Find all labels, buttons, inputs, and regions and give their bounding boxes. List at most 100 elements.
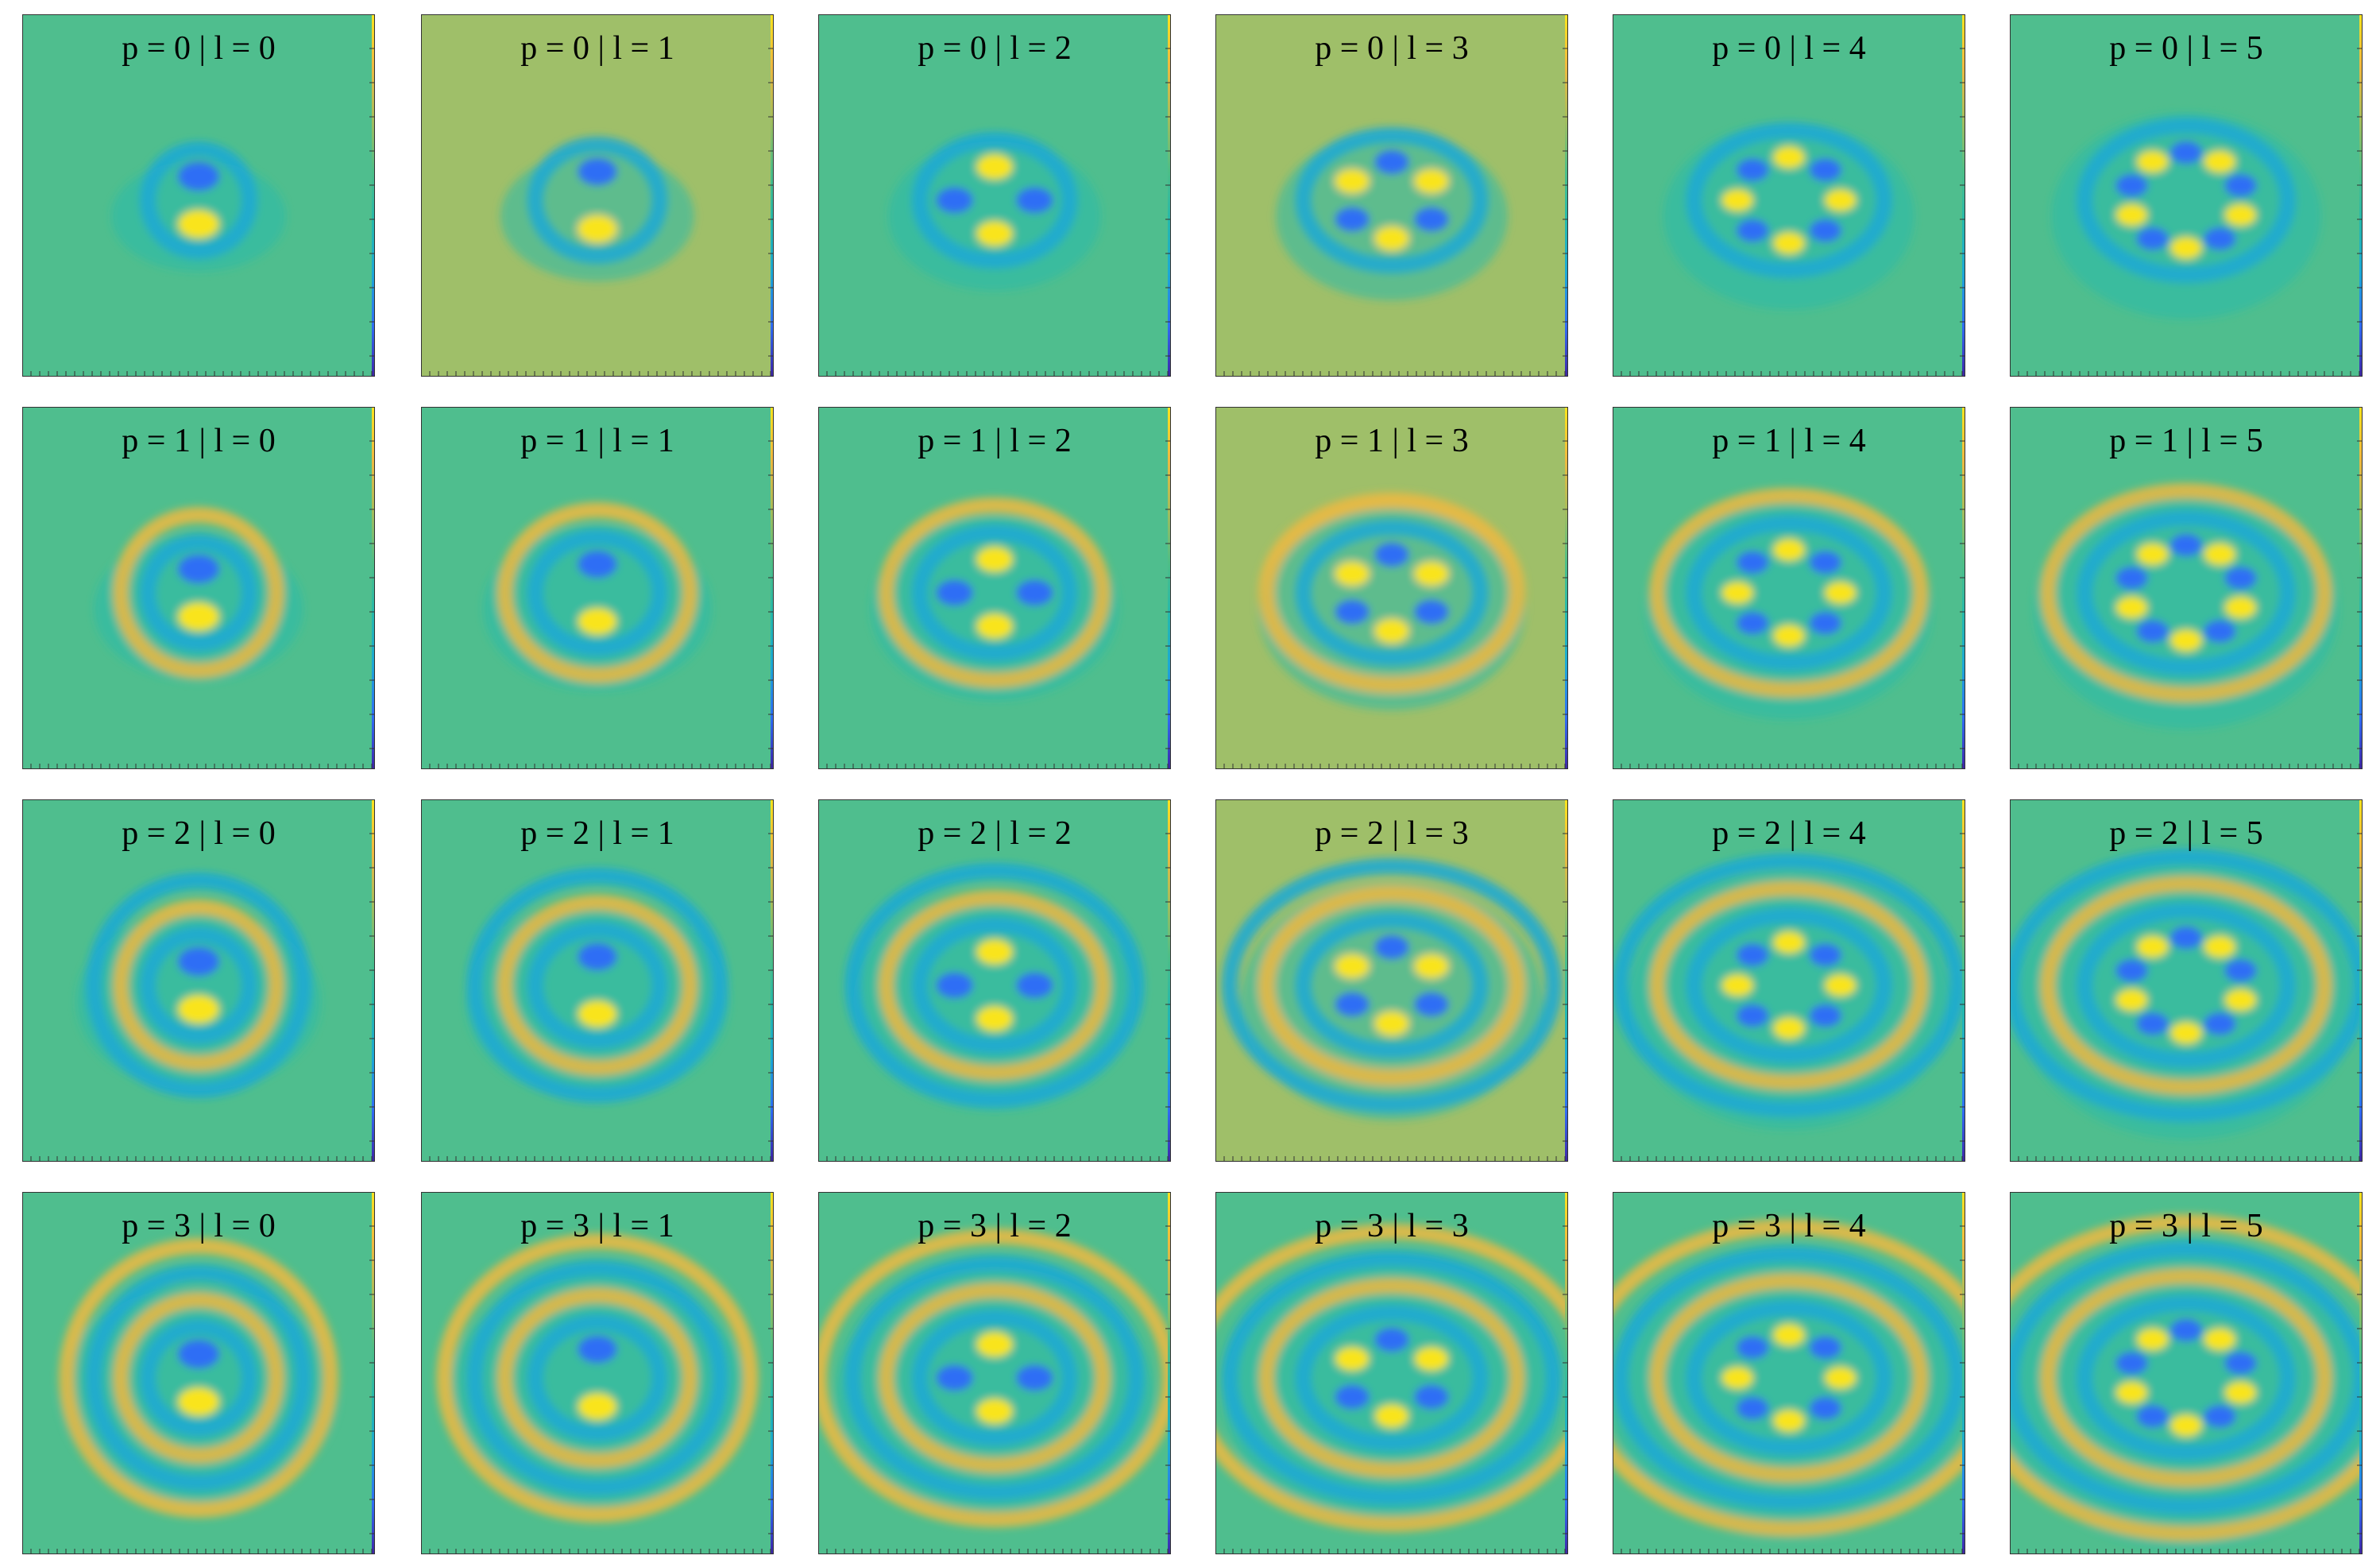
ring [2039, 876, 2333, 1095]
lobe [2136, 227, 2169, 250]
tick-marks [22, 14, 375, 377]
axes-frame [421, 1192, 774, 1554]
mode-blobs [436, 1233, 759, 1523]
colorbar-sliver [771, 799, 774, 1162]
ring [2039, 483, 2333, 702]
lobe [976, 1332, 1013, 1357]
axes-frame [2010, 14, 2363, 377]
mode-heatmap [22, 1192, 375, 1554]
lobe [2204, 227, 2236, 250]
lobe [2170, 629, 2202, 652]
colorbar-sliver [1168, 799, 1171, 1162]
mode-heatmap [1215, 407, 1568, 769]
mode-blobs [1222, 858, 1562, 1120]
lobe [2170, 534, 2202, 556]
ring [113, 507, 284, 679]
ring [911, 524, 1078, 661]
lobe [1414, 169, 1449, 193]
colorbar-sliver [771, 1192, 774, 1554]
mode-heatmap [421, 1192, 774, 1554]
colorbar-sliver [372, 14, 375, 377]
axes-frame [22, 14, 375, 377]
lobe [2136, 620, 2169, 643]
lobe [976, 939, 1013, 965]
lobe [1737, 1397, 1769, 1420]
lobe [2170, 1022, 2202, 1044]
lobe [178, 947, 219, 976]
mode-blobs [59, 1238, 338, 1518]
lobe [578, 1000, 617, 1027]
lobe [178, 555, 219, 583]
axes-frame [1613, 799, 1965, 1162]
lobe [1414, 600, 1449, 624]
mode-heatmap [818, 799, 1171, 1162]
ring [527, 529, 668, 656]
envelope-lobe [2010, 1238, 2363, 1550]
envelope-lobe [836, 1267, 1153, 1521]
lobe [2204, 620, 2236, 643]
mode-blobs [1276, 127, 1508, 300]
ring [2077, 903, 2296, 1068]
panel-p1-l3: p = 1 | l = 3 [1215, 407, 1568, 769]
lobe [1773, 146, 1805, 168]
colorbar-sliver [2359, 14, 2363, 377]
ring [1215, 1224, 1568, 1532]
colorbar-sliver [1962, 1192, 1965, 1554]
mode-blobs [1215, 1224, 1568, 1532]
mode-blobs [2051, 113, 2321, 319]
axes-frame [818, 407, 1171, 769]
colorbar-sliver [1168, 407, 1171, 769]
ring [527, 1314, 668, 1441]
lobe [578, 551, 617, 578]
ring [2077, 1295, 2296, 1461]
mode-heatmap [818, 14, 1171, 377]
lobe [936, 188, 973, 213]
lobe [936, 973, 973, 998]
axes-frame [2010, 1192, 2363, 1554]
lobe [1374, 543, 1409, 567]
tick-marks [421, 1192, 774, 1554]
axes-frame [22, 407, 375, 769]
ring [2077, 118, 2296, 283]
lobe [1737, 219, 1769, 242]
colorbar-sliver [771, 14, 774, 377]
panel-p0-l3: p = 0 | l = 3 [1215, 14, 1568, 377]
mode-blobs [1613, 1219, 1965, 1540]
mode-heatmap [2010, 1192, 2363, 1554]
tick-marks [421, 799, 774, 1162]
mode-heatmap [1215, 799, 1568, 1162]
tick-marks [421, 14, 774, 377]
lobe [1809, 1336, 1841, 1359]
lobe [2115, 1381, 2148, 1404]
mode-blobs [1258, 493, 1525, 710]
colorbar-sliver [372, 1192, 375, 1554]
envelope-lobe [1223, 1257, 1560, 1530]
lobe [1773, 232, 1805, 254]
panel-p2-l0: p = 2 | l = 0 [22, 799, 375, 1162]
lobe [1721, 582, 1754, 604]
colorbar-sliver [1168, 14, 1171, 377]
lobe [1374, 226, 1409, 250]
mode-heatmap [2010, 14, 2363, 377]
lobe [2136, 935, 2169, 958]
tick-marks [1215, 799, 1568, 1162]
lobe [1773, 1017, 1805, 1039]
lobe [2224, 596, 2257, 619]
lobe [1824, 582, 1856, 604]
lobe [2170, 1414, 2202, 1437]
lobe [2224, 174, 2257, 197]
mode-heatmap [1613, 14, 1965, 377]
tick-marks [22, 1192, 375, 1554]
tick-marks [22, 407, 375, 769]
lobe [578, 608, 617, 635]
lobe [2136, 1328, 2169, 1351]
lobe [1016, 1365, 1053, 1391]
lobe [1414, 1385, 1449, 1409]
axes-frame [2010, 407, 2363, 769]
lobe [2204, 935, 2236, 958]
ring [1258, 885, 1525, 1085]
axes-frame [22, 799, 375, 1162]
lobe [1773, 1324, 1805, 1346]
lobe [2115, 989, 2148, 1012]
